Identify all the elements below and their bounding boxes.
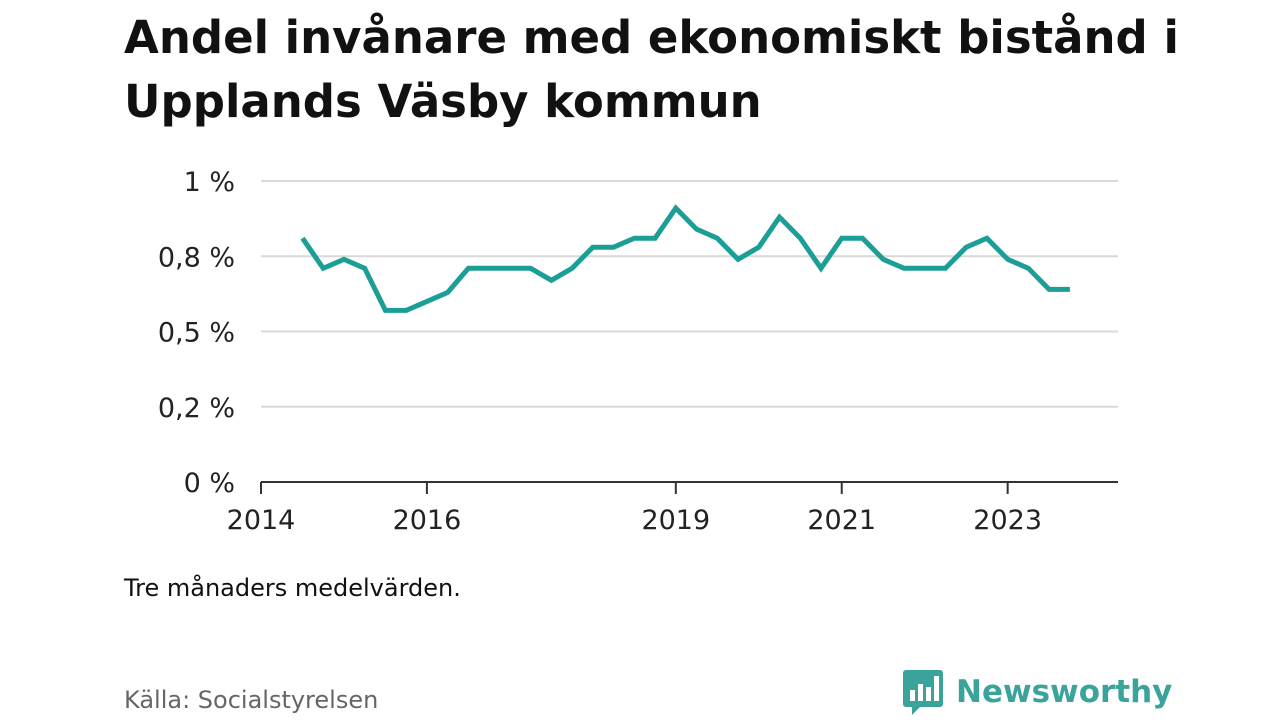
- series-line: [300, 204, 1070, 313]
- grid-lines: [261, 180, 1118, 408]
- line-chart: 0 %0,2 %0,5 %0,8 %1 % 2014 2016 2019 2021 20…: [158, 167, 1118, 536]
- y-tick-label: 0,2 %: [158, 393, 235, 424]
- newsworthy-chart-bubble-icon: [903, 670, 943, 715]
- x-tick-label: 2016: [393, 505, 462, 536]
- y-tick-label: 0,5 %: [158, 318, 235, 349]
- brand-logo: Newsworthy: [902, 668, 1172, 716]
- y-tick-label: 0 %: [184, 468, 235, 499]
- x-tick-label: 2023: [973, 505, 1042, 536]
- y-tick-label: 0,8 %: [158, 242, 235, 273]
- x-tick-label: 2021: [807, 505, 876, 536]
- brand-name: Newsworthy: [956, 674, 1173, 710]
- x-tick-label: 2019: [641, 505, 710, 536]
- x-tick-label: 2014: [227, 505, 296, 536]
- x-axis: 2014 2016 2019 2021 2023: [227, 481, 1118, 536]
- series-group: [300, 204, 1070, 313]
- y-tick-label: 1 %: [184, 167, 235, 198]
- y-tick-labels: 0 % 0,2 % 0,5 % 0,8 % 1 %: [158, 167, 235, 499]
- chart-title: Andel invånare med ekonomiskt bistånd i …: [124, 11, 1179, 128]
- source-text: Källa: Socialstyrelsen: [124, 686, 379, 714]
- chart-note: Tre månaders medelvärden.: [124, 574, 461, 602]
